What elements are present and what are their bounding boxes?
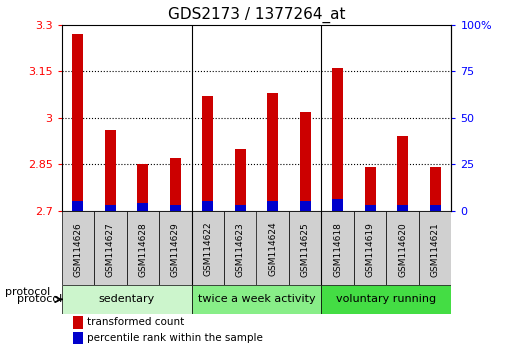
Text: transformed count: transformed count bbox=[87, 318, 184, 327]
Bar bbox=[332, 68, 343, 211]
Bar bbox=[397, 136, 408, 211]
Bar bbox=[202, 96, 213, 211]
Bar bbox=[386, 211, 419, 285]
Bar bbox=[365, 205, 376, 211]
Bar bbox=[322, 285, 451, 314]
Text: GSM114622: GSM114622 bbox=[203, 222, 212, 276]
Bar bbox=[332, 199, 343, 211]
Bar bbox=[170, 158, 181, 211]
Text: GSM114621: GSM114621 bbox=[431, 222, 440, 276]
Bar bbox=[191, 211, 224, 285]
Bar bbox=[105, 205, 116, 211]
Text: sedentary: sedentary bbox=[98, 295, 154, 304]
Bar bbox=[234, 205, 246, 211]
Text: GSM114619: GSM114619 bbox=[366, 222, 374, 277]
Bar bbox=[191, 285, 322, 314]
Bar bbox=[72, 34, 84, 211]
Text: GSM114628: GSM114628 bbox=[139, 222, 147, 276]
Text: protocol: protocol bbox=[5, 287, 50, 297]
Bar bbox=[62, 285, 191, 314]
Title: GDS2173 / 1377264_at: GDS2173 / 1377264_at bbox=[168, 7, 345, 23]
Text: GSM114620: GSM114620 bbox=[398, 222, 407, 276]
Text: GSM114624: GSM114624 bbox=[268, 222, 277, 276]
Bar bbox=[170, 205, 181, 211]
Bar bbox=[365, 167, 376, 211]
Text: GSM114626: GSM114626 bbox=[73, 222, 82, 276]
Bar bbox=[289, 211, 322, 285]
Bar bbox=[94, 211, 127, 285]
Bar bbox=[429, 167, 441, 211]
Bar bbox=[202, 201, 213, 211]
Text: voluntary running: voluntary running bbox=[337, 295, 437, 304]
Bar bbox=[256, 211, 289, 285]
Text: GSM114625: GSM114625 bbox=[301, 222, 310, 276]
Bar bbox=[137, 164, 148, 211]
Bar bbox=[159, 211, 191, 285]
Bar bbox=[267, 201, 279, 211]
Text: GSM114629: GSM114629 bbox=[171, 222, 180, 276]
Text: GSM114618: GSM114618 bbox=[333, 222, 342, 277]
Bar bbox=[105, 130, 116, 211]
Bar bbox=[73, 332, 83, 344]
Bar bbox=[72, 201, 84, 211]
Bar bbox=[234, 149, 246, 211]
Bar bbox=[127, 211, 159, 285]
Text: GSM114623: GSM114623 bbox=[236, 222, 245, 276]
Bar bbox=[137, 203, 148, 211]
Text: percentile rank within the sample: percentile rank within the sample bbox=[87, 333, 263, 343]
Bar bbox=[322, 211, 354, 285]
Bar bbox=[73, 316, 83, 329]
Bar bbox=[397, 205, 408, 211]
Bar bbox=[224, 211, 256, 285]
Bar bbox=[300, 201, 311, 211]
Text: GSM114627: GSM114627 bbox=[106, 222, 115, 276]
Text: protocol: protocol bbox=[16, 295, 62, 304]
Text: twice a week activity: twice a week activity bbox=[198, 295, 315, 304]
Bar bbox=[267, 93, 279, 211]
Bar bbox=[354, 211, 386, 285]
Bar bbox=[300, 112, 311, 211]
Bar bbox=[429, 205, 441, 211]
Bar bbox=[62, 211, 94, 285]
Bar bbox=[419, 211, 451, 285]
